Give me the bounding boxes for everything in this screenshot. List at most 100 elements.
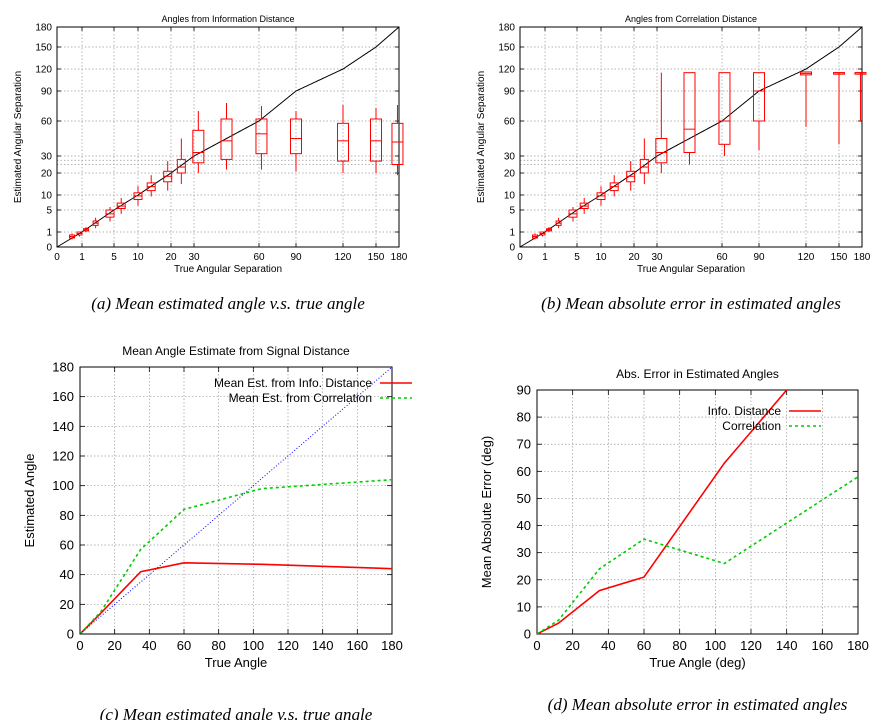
x-tick-label-7: 140 bbox=[776, 638, 798, 653]
y-tick-label-9: 150 bbox=[498, 43, 515, 54]
y-tick-label-10: 180 bbox=[498, 23, 515, 34]
box-15 bbox=[833, 72, 845, 145]
box-0 bbox=[69, 233, 75, 240]
series-line-0 bbox=[80, 561, 392, 634]
box-body-14 bbox=[337, 122, 349, 162]
box-panel-0: 0 1 5 10 20 30 60 90 120 150 180 0 1 5 10 20 30 60 90 120 15… bbox=[13, 14, 408, 313]
box-12 bbox=[718, 72, 731, 156]
box-4 bbox=[568, 207, 578, 222]
y-tick-label-7: 90 bbox=[41, 87, 53, 98]
x-axis-label: True Angular Separation bbox=[174, 264, 282, 275]
y-tick-label-4: 80 bbox=[60, 508, 74, 523]
y-tick-label-3: 10 bbox=[504, 191, 516, 202]
x-axis-label: True Angle bbox=[205, 655, 267, 670]
y-tick-label-6: 120 bbox=[52, 449, 74, 464]
box-10 bbox=[655, 72, 668, 173]
x-tick-label-2: 5 bbox=[574, 252, 580, 263]
x-tick-label-5: 100 bbox=[242, 638, 264, 653]
y-tick-label-1: 20 bbox=[60, 597, 74, 612]
y-tick-label-4: 20 bbox=[41, 169, 53, 180]
y-tick-label-2: 40 bbox=[60, 567, 74, 582]
box-0 bbox=[532, 233, 538, 240]
legend-label-1: Mean Est. from Correlation bbox=[229, 391, 372, 405]
x-tick-label-7: 140 bbox=[312, 638, 334, 653]
x-tick-label-3: 10 bbox=[595, 252, 607, 263]
y-axis-label: Mean Absolute Error (deg) bbox=[479, 436, 494, 588]
x-tick-label-8: 120 bbox=[335, 252, 352, 263]
y-tick-label-4: 20 bbox=[504, 169, 516, 180]
box-5 bbox=[579, 198, 589, 214]
line-panel-2: 0 20 40 60 80 100 120 140 160 180 0 20 40 60 80 100 120 1… bbox=[22, 344, 412, 720]
box-body-13 bbox=[753, 72, 765, 122]
x-tick-label-3: 10 bbox=[132, 252, 144, 263]
x-tick-label-6: 60 bbox=[716, 252, 728, 263]
y-tick-label-8: 120 bbox=[498, 65, 515, 76]
y-tick-label-6: 60 bbox=[517, 464, 531, 479]
box-2 bbox=[83, 227, 89, 232]
box-5 bbox=[116, 198, 126, 214]
y-tick-label-7: 90 bbox=[504, 87, 516, 98]
box-7 bbox=[609, 175, 619, 197]
box-16 bbox=[391, 105, 404, 176]
y-tick-label-3: 10 bbox=[41, 191, 53, 202]
figure-caption: (b) Mean absolute error in estimated ang… bbox=[541, 294, 841, 313]
x-tick-label-4: 80 bbox=[211, 638, 225, 653]
box-7 bbox=[146, 175, 156, 197]
x-tick-label-7: 90 bbox=[290, 252, 302, 263]
x-axis-label: True Angle (deg) bbox=[649, 655, 745, 670]
x-tick-label-5: 100 bbox=[704, 638, 726, 653]
chart-title: Abs. Error in Estimated Angles bbox=[616, 367, 779, 381]
y-tick-label-9: 150 bbox=[35, 43, 52, 54]
chart-title: Angles from Correlation Distance bbox=[625, 14, 757, 24]
y-tick-label-1: 1 bbox=[46, 228, 52, 239]
box-9 bbox=[639, 138, 649, 184]
x-tick-label-4: 80 bbox=[672, 638, 686, 653]
y-tick-label-5: 50 bbox=[517, 491, 531, 506]
y-tick-label-0: 0 bbox=[46, 243, 52, 254]
x-tick-label-9: 150 bbox=[368, 252, 385, 263]
y-axis-label: Estimated Angle bbox=[22, 454, 37, 548]
y-tick-label-2: 5 bbox=[46, 206, 52, 217]
y-tick-label-3: 30 bbox=[517, 545, 531, 560]
box-body-11 bbox=[220, 118, 233, 160]
y-tick-label-2: 5 bbox=[509, 206, 515, 217]
x-tick-label-0: 0 bbox=[533, 638, 540, 653]
box-body-10 bbox=[192, 129, 205, 164]
x-tick-label-2: 40 bbox=[142, 638, 156, 653]
figure-caption: (c) Mean estimated angle v.s. true angle bbox=[100, 705, 373, 720]
y-tick-label-0: 0 bbox=[509, 243, 515, 254]
box-6 bbox=[596, 186, 606, 206]
box-panel-1: 0 1 5 10 20 30 60 90 120 150 180 0 1 5 10 20 30 60 90 120 15… bbox=[476, 14, 871, 313]
y-tick-label-3: 60 bbox=[60, 538, 74, 553]
plot-frame bbox=[79, 366, 393, 635]
box-2 bbox=[546, 227, 552, 232]
figure-caption: (d) Mean absolute error in estimated ang… bbox=[548, 695, 848, 714]
x-tick-label-6: 120 bbox=[277, 638, 299, 653]
plot-frame bbox=[519, 26, 863, 248]
series-line-1 bbox=[80, 478, 392, 634]
x-tick-label-10: 180 bbox=[854, 252, 871, 263]
x-tick-label-0: 0 bbox=[517, 252, 523, 263]
box-body-12 bbox=[718, 72, 731, 145]
x-tick-label-2: 40 bbox=[601, 638, 615, 653]
box-14 bbox=[337, 105, 349, 173]
y-tick-label-5: 30 bbox=[504, 152, 516, 163]
y-tick-label-8: 160 bbox=[52, 389, 74, 404]
y-tick-label-8: 80 bbox=[517, 410, 531, 425]
x-tick-label-1: 1 bbox=[542, 252, 548, 263]
box-9 bbox=[176, 138, 186, 184]
y-tick-label-6: 60 bbox=[41, 117, 53, 128]
y-tick-label-6: 60 bbox=[504, 117, 516, 128]
box-13 bbox=[290, 111, 302, 172]
box-1 bbox=[76, 231, 83, 237]
x-tick-label-9: 150 bbox=[831, 252, 848, 263]
x-tick-label-4: 20 bbox=[165, 252, 177, 263]
box-16 bbox=[854, 72, 867, 121]
y-tick-label-9: 180 bbox=[52, 360, 74, 375]
x-tick-label-2: 5 bbox=[111, 252, 117, 263]
box-3 bbox=[92, 217, 99, 229]
x-tick-label-6: 120 bbox=[740, 638, 762, 653]
x-tick-label-8: 160 bbox=[811, 638, 833, 653]
box-body-16 bbox=[391, 122, 404, 166]
